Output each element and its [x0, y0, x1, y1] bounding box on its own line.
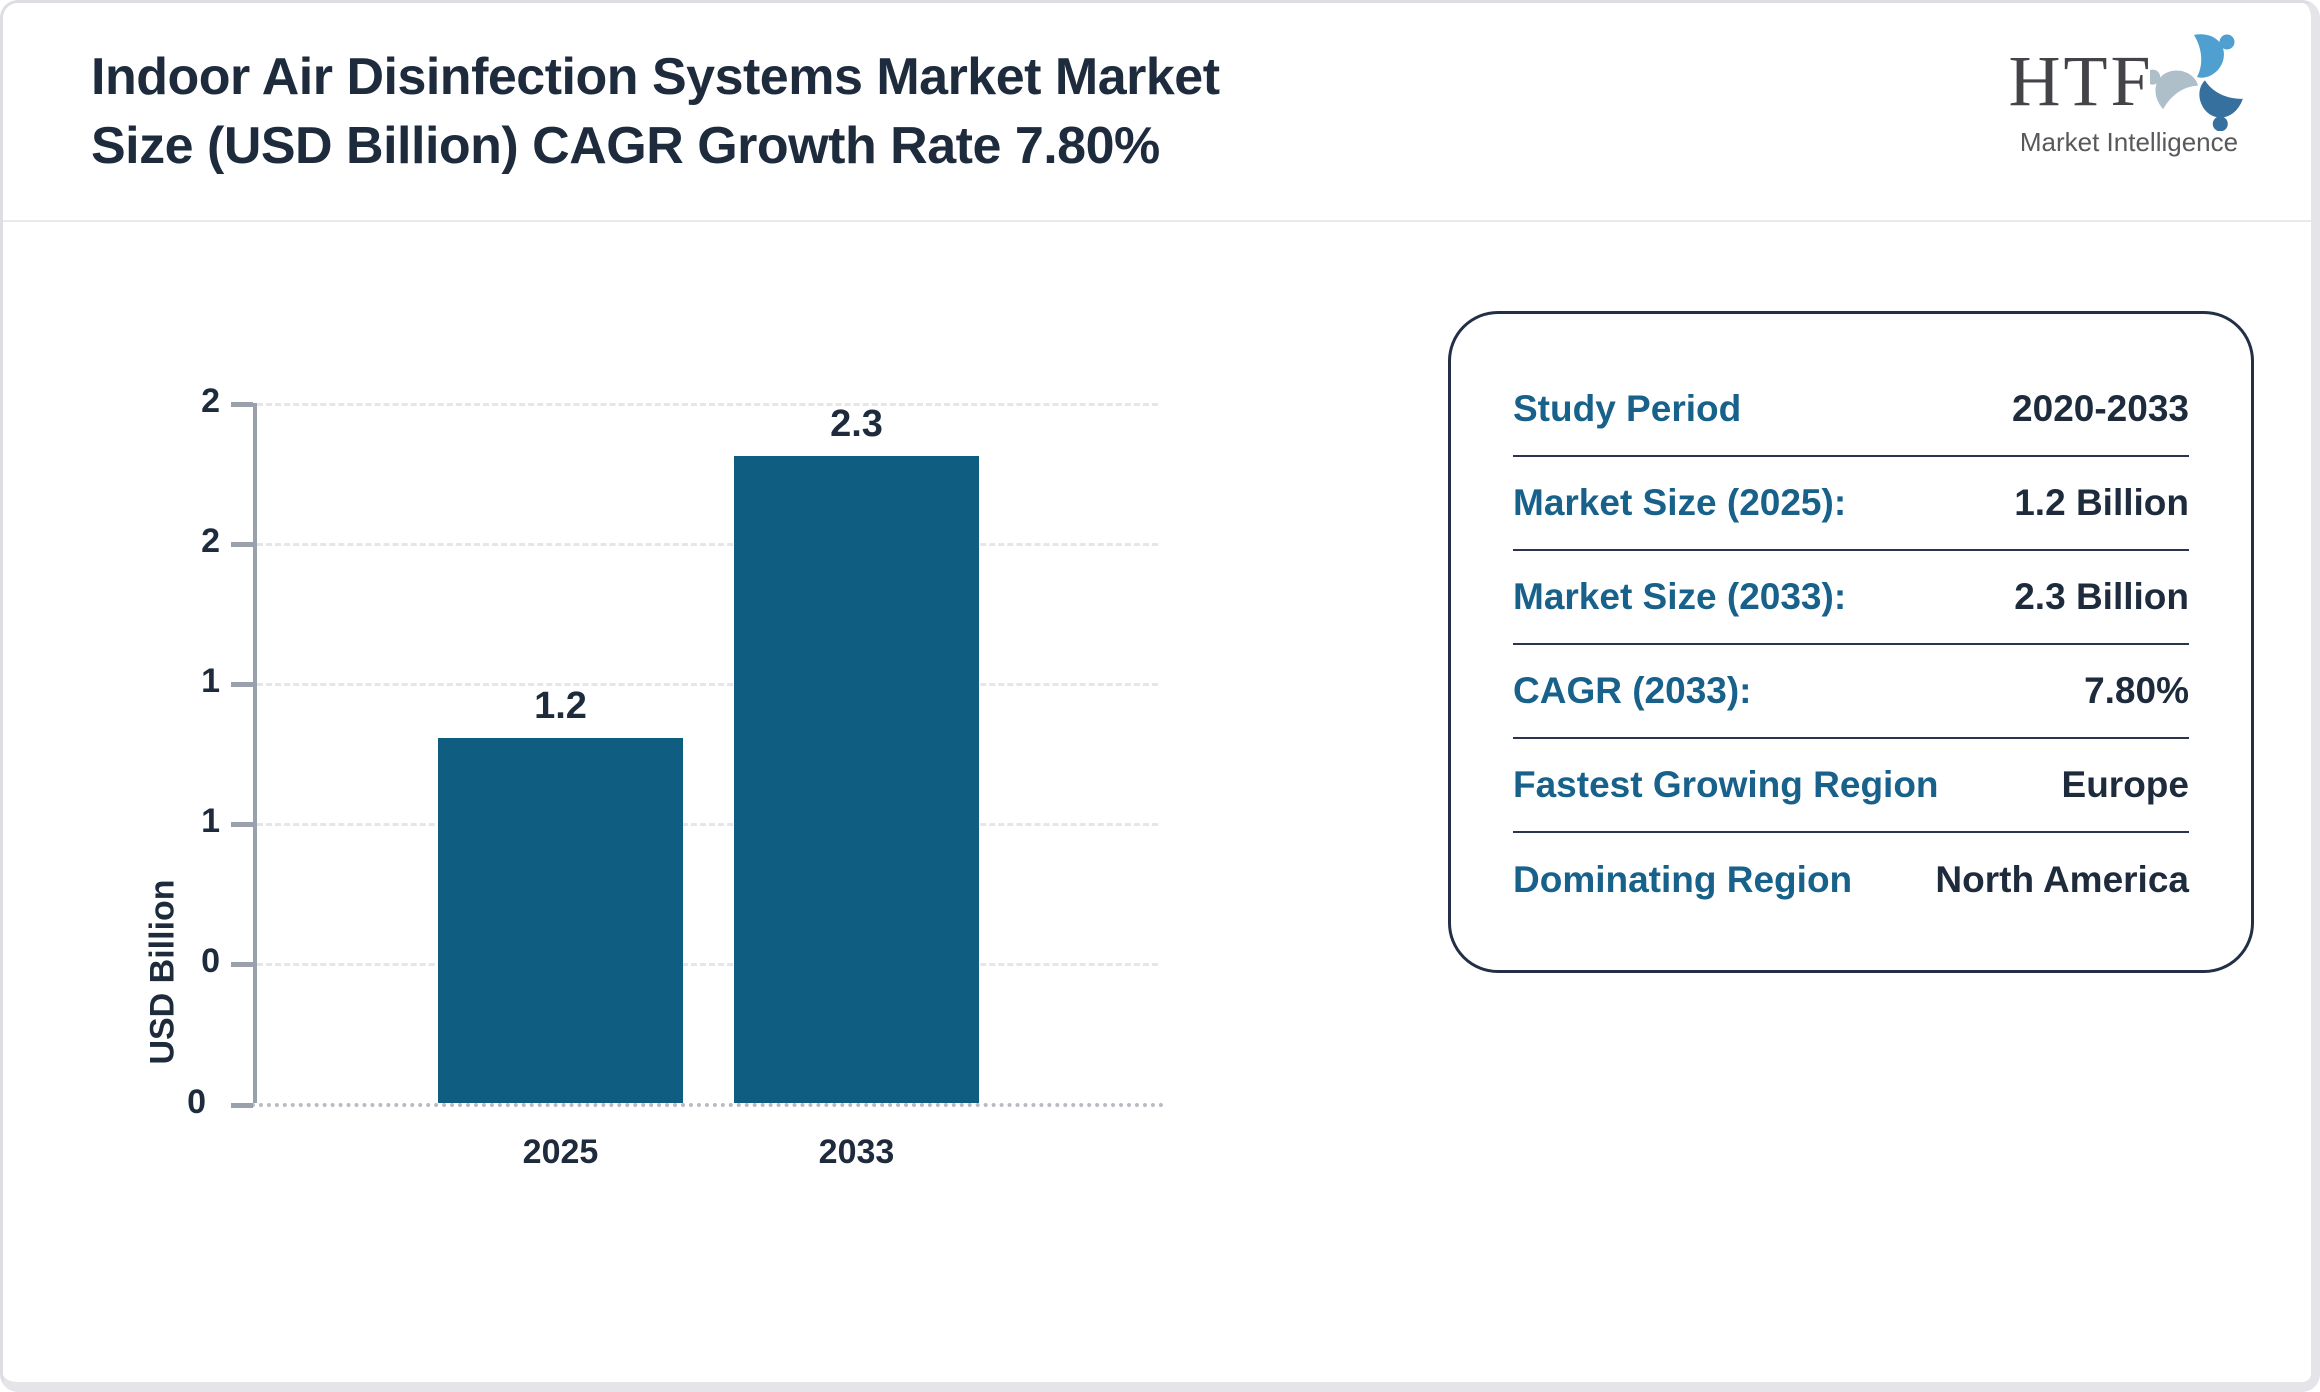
bar-value-label-2033: 2.3 [830, 403, 883, 445]
summary-row-value: North America [1935, 859, 2189, 900]
summary-row-value: 2.3 Billion [2014, 576, 2189, 617]
y-axis-tick [231, 822, 253, 827]
summary-row-value: 7.80% [2084, 670, 2189, 711]
summary-row-market-size-2025: Market Size (2025): 1.2 Billion [1513, 457, 2189, 551]
summary-row-label: Market Size (2025): [1513, 482, 1847, 523]
htf-logo: HTF [1999, 31, 2259, 158]
y-tick-label: 2 [201, 522, 220, 560]
summary-row-cagr: CAGR (2033): 7.80% [1513, 645, 2189, 739]
y-axis-tick [231, 402, 253, 407]
bar-group-2025: 1.2 [438, 403, 683, 1103]
header: Indoor Air Disinfection Systems Market M… [3, 3, 2311, 222]
bar-group-2033: 2.3 [734, 403, 979, 1103]
htf-logo-subtitle: Market Intelligence [2019, 127, 2239, 157]
htf-swirl-icon [2149, 34, 2243, 131]
y-tick-label: 1 [201, 662, 220, 700]
y-tick-label: 2 [201, 382, 220, 420]
bar-2033 [734, 456, 979, 1103]
summary-row-dominating-region: Dominating Region North America [1513, 833, 2189, 927]
htf-logo-text: HTF [2008, 41, 2154, 121]
bar-value-label-2025: 1.2 [534, 684, 587, 727]
summary-row-label: CAGR (2033): [1513, 670, 1752, 711]
summary-row-market-size-2033: Market Size (2033): 2.3 Billion [1513, 551, 2189, 645]
page-title: Indoor Air Disinfection Systems Market M… [91, 43, 1220, 180]
summary-row-value: Europe [2061, 764, 2189, 805]
summary-row-fastest-growing-region: Fastest Growing Region Europe [1513, 739, 2189, 833]
y-tick-label: 0 [201, 942, 220, 980]
bar-chart: USD Billion 2 2 1 1 0 [3, 222, 1263, 1382]
summary-row-label: Fastest Growing Region [1513, 764, 1939, 805]
plot-area: 2 2 1 1 0 0 1.2 [187, 382, 1164, 1171]
gridline: 2 [201, 382, 1158, 420]
summary-row-label: Dominating Region [1513, 859, 1853, 900]
page-title-line1: Indoor Air Disinfection Systems Market M… [91, 48, 1220, 106]
summary-row-label: Market Size (2033): [1513, 576, 1847, 617]
htf-logo-row: HTF [1999, 31, 2259, 131]
y-tick-label: 0 [187, 1083, 206, 1121]
page-title-line2: Size (USD Billion) CAGR Growth Rate 7.80… [91, 116, 1160, 175]
y-tick-label: 1 [201, 802, 220, 840]
x-tick-label-2033: 2033 [818, 1133, 895, 1171]
summary-row-study-period: Study Period 2020-2033 [1513, 363, 2189, 457]
summary-row-label: Study Period [1513, 388, 1742, 429]
axis-baseline: 0 [187, 1083, 1164, 1121]
summary-row-value: 2020-2033 [2012, 388, 2189, 429]
bar-2025 [438, 737, 683, 1103]
y-axis-tick [231, 682, 253, 687]
y-axis-tick [231, 962, 253, 967]
gridline: 1 [201, 802, 1158, 840]
gridline: 2 [201, 522, 1158, 560]
y-axis-tick [231, 542, 253, 547]
gridline: 1 [201, 662, 1158, 700]
x-tick-label-2025: 2025 [522, 1133, 599, 1171]
gridline: 0 [201, 942, 1158, 980]
summary-row-value: 1.2 Billion [2014, 482, 2189, 523]
market-summary-panel: Study Period 2020-2033 Market Size (2025… [1448, 311, 2254, 973]
y-axis-tick [231, 1103, 253, 1108]
